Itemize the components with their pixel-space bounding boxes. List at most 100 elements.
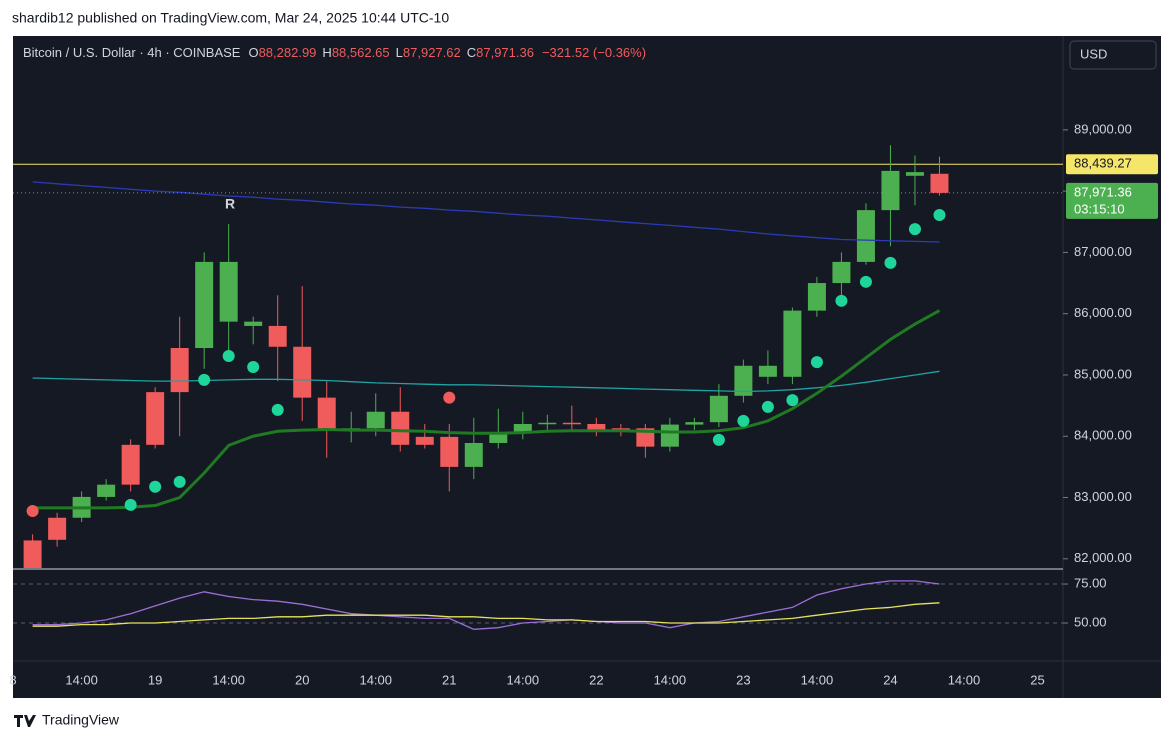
candle-body xyxy=(489,432,508,443)
sar-dot xyxy=(933,209,946,222)
candle-body xyxy=(170,348,189,393)
indicator-line xyxy=(32,309,941,510)
sar-dot xyxy=(908,223,921,236)
close-value: 87,971.36 xyxy=(476,45,534,60)
candle-body xyxy=(905,172,924,176)
sar-dot xyxy=(247,360,260,373)
x-tick-label: 14:00 xyxy=(654,672,687,687)
low-letter: L xyxy=(396,45,403,60)
candle-body xyxy=(23,540,42,568)
candle-body xyxy=(513,423,532,433)
candle-body xyxy=(930,173,949,193)
x-tick-label: 8 xyxy=(9,672,16,687)
y-tick-label: 86,000.00 xyxy=(1074,305,1132,320)
sar-dot xyxy=(222,349,235,362)
sar-dot xyxy=(198,373,211,386)
candle-body xyxy=(146,392,165,445)
sar-dot xyxy=(149,480,162,493)
high-value: 88,562.65 xyxy=(332,45,390,60)
candle-body xyxy=(538,422,557,425)
sar-dot xyxy=(786,394,799,407)
y-tick-label: 50.00 xyxy=(1074,614,1107,629)
candle-body xyxy=(758,365,777,377)
x-tick-label: 14:00 xyxy=(507,672,540,687)
y-tick-label: 87,000.00 xyxy=(1074,244,1132,259)
candle-body xyxy=(366,411,385,429)
x-tick-label: 21 xyxy=(442,672,456,687)
price-tag xyxy=(1066,154,1158,175)
x-tick-label: 22 xyxy=(589,672,603,687)
candle-body xyxy=(807,283,826,311)
y-tick-label: 75.00 xyxy=(1074,575,1107,590)
x-tick-label: 20 xyxy=(295,672,309,687)
y-tick-label: 85,000.00 xyxy=(1074,366,1132,381)
candle-body xyxy=(317,397,336,431)
change-value: −321.52 (−0.36%) xyxy=(542,45,646,60)
tradingview-logo: TradingView xyxy=(14,712,120,728)
sar-dot xyxy=(271,403,284,416)
candle-body xyxy=(268,325,287,347)
symbol: Bitcoin / U.S. Dollar · 4h · COINBASE xyxy=(23,45,241,60)
sar-dot xyxy=(26,505,39,518)
close-letter: C xyxy=(467,45,476,60)
chart-legend: Bitcoin / U.S. Dollar · 4h · COINBASE O88… xyxy=(23,45,646,60)
sar-dot xyxy=(835,294,848,307)
currency-button[interactable] xyxy=(1069,40,1157,70)
indicator-line xyxy=(32,181,940,243)
candle-body xyxy=(832,261,851,284)
last-price-label: 87,971.36 xyxy=(1074,184,1132,199)
x-tick-label: 14:00 xyxy=(948,672,981,687)
open-value: 88,282.99 xyxy=(259,45,317,60)
x-tick-label: 14:00 xyxy=(801,672,834,687)
x-tick-label: 25 xyxy=(1030,672,1044,687)
x-tick-label: 24 xyxy=(883,672,897,687)
currency-label[interactable]: USD xyxy=(1080,46,1107,61)
publisher-line: shardib12 published on TradingView.com, … xyxy=(12,10,449,26)
indicator-line xyxy=(32,580,940,630)
price-tag-label: 88,439.27 xyxy=(1074,156,1132,171)
candle-body xyxy=(709,395,728,423)
low-value: 87,927.62 xyxy=(403,45,461,60)
candle-body xyxy=(219,261,238,322)
sar-dot xyxy=(737,414,750,427)
candle-body xyxy=(415,436,434,445)
open-letter: O xyxy=(248,45,258,60)
sar-dot xyxy=(859,275,872,288)
last-price-tag xyxy=(1066,182,1158,219)
candle-body xyxy=(97,484,116,497)
x-tick-label: 14:00 xyxy=(65,672,98,687)
candle-body xyxy=(734,365,753,396)
sar-dot xyxy=(712,433,725,446)
sar-dot xyxy=(173,475,186,488)
x-tick-label: 14:00 xyxy=(359,672,392,687)
x-tick-label: 19 xyxy=(148,672,162,687)
indicator-line xyxy=(32,602,940,627)
sar-dot xyxy=(761,400,774,413)
candle-body xyxy=(440,436,459,467)
indicator-line xyxy=(32,370,940,393)
sar-dot xyxy=(443,391,456,404)
footer-brand: TradingView xyxy=(42,712,120,728)
y-tick-label: 82,000.00 xyxy=(1074,550,1132,565)
candle-body xyxy=(783,310,802,377)
y-tick-label: 83,000.00 xyxy=(1074,489,1132,504)
candle-body xyxy=(48,517,67,540)
candle-body xyxy=(293,346,312,398)
candle-body xyxy=(195,261,214,349)
candle-body xyxy=(391,411,410,445)
sar-dot xyxy=(810,356,823,369)
y-tick-label: 84,000.00 xyxy=(1074,428,1132,443)
candle-body xyxy=(881,170,900,211)
y-tick-label: 89,000.00 xyxy=(1074,121,1132,136)
annotation-marker: R xyxy=(225,196,235,212)
candle-body xyxy=(121,444,140,485)
x-tick-label: 23 xyxy=(736,672,750,687)
high-letter: H xyxy=(322,45,331,60)
candle-body xyxy=(587,423,606,432)
sar-dot xyxy=(884,256,897,269)
countdown-label: 03:15:10 xyxy=(1074,201,1125,216)
candle-body xyxy=(856,210,875,262)
candle-body xyxy=(562,422,581,425)
candle-body xyxy=(464,442,483,467)
